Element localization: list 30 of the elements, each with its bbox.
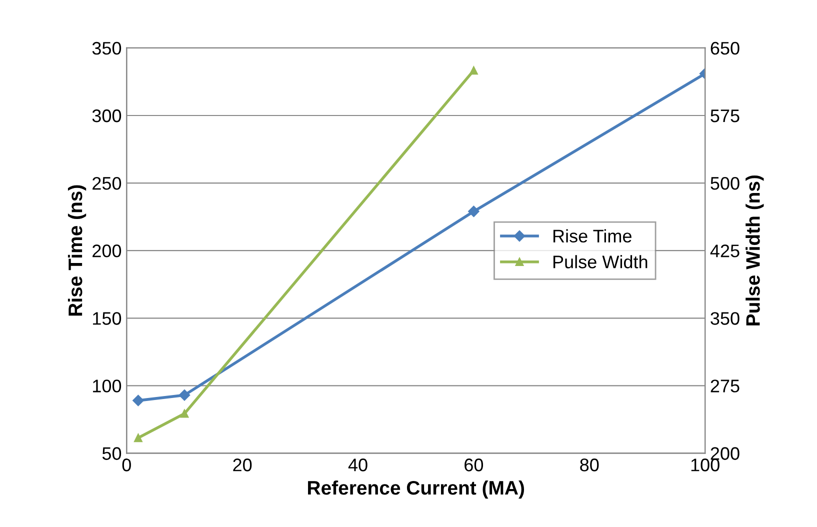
legend-label: Rise Time [553, 229, 632, 243]
x-axis-title: Reference Current (MA) [308, 480, 524, 499]
point [178, 390, 190, 401]
y2-tick-label: 425 [710, 244, 740, 258]
point [180, 409, 189, 418]
y-tick-label: 200 [92, 244, 122, 258]
y-tick-label: 300 [92, 109, 122, 122]
y-tick-label: 350 [92, 42, 122, 55]
y2-tick-label: 500 [710, 176, 740, 190]
y2-axis-title: Pulse Width (ns) [746, 175, 764, 326]
point [470, 66, 478, 75]
y2-tick-label: 200 [710, 447, 740, 460]
y-tick-label: 100 [93, 380, 122, 392]
x-tick-label: 40 [348, 458, 368, 472]
x-tick-label: 20 [233, 458, 252, 472]
point [134, 434, 142, 442]
y-tick-label: 250 [92, 176, 122, 190]
x-tick-label: 60 [464, 458, 484, 472]
y-tick-label: 150 [93, 312, 122, 325]
y2-tick-label: 650 [710, 42, 740, 55]
y-tick-label: 50 [102, 447, 122, 460]
legend-label: Pulse Width [553, 255, 648, 268]
point [132, 394, 144, 406]
x-tick-label: 0 [122, 458, 131, 472]
y2-tick-label: 275 [710, 380, 740, 392]
x-tick-label: 80 [580, 458, 599, 472]
y-axis-title: Rise Time (ns) [68, 185, 86, 316]
x-tick-label: 100 [691, 458, 720, 472]
y2-tick-label: 350 [710, 312, 740, 325]
y2-tick-label: 575 [710, 110, 740, 122]
